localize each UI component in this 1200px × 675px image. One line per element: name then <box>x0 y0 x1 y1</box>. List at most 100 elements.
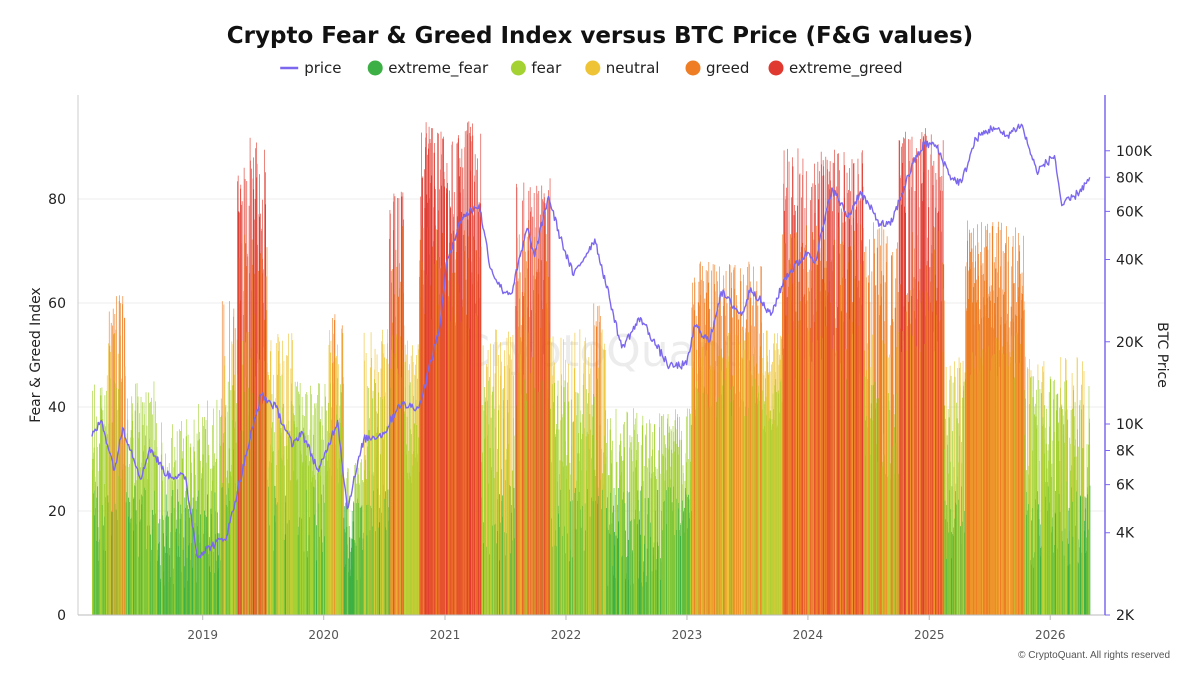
fg-bar-extreme-fear <box>683 507 685 615</box>
fg-bar-greed <box>974 283 975 615</box>
fg-bar-extreme-fear <box>628 579 629 615</box>
fg-bar-fear <box>210 468 211 615</box>
fg-bar-fear <box>102 418 103 615</box>
fg-bar-fear <box>674 420 676 615</box>
fg-bar-fear <box>101 407 102 615</box>
fg-bar-extreme-fear <box>385 527 386 615</box>
fg-bar-neutral <box>744 340 746 615</box>
fg-bar-greed <box>545 234 547 615</box>
fg-bar-fear <box>874 408 876 615</box>
fg-bar-extreme-greed <box>923 135 924 615</box>
fg-bar-extreme-fear <box>114 503 116 615</box>
fg-bar-fear <box>573 420 575 615</box>
fg-bar-fear <box>207 400 208 615</box>
fg-bar-greed <box>729 264 730 615</box>
fg-bar-extreme-greed <box>250 160 251 615</box>
fg-bar-fear <box>601 448 602 615</box>
fg-bar-neutral <box>1060 357 1062 615</box>
fg-bar-neutral <box>268 374 269 615</box>
fg-bar-neutral <box>942 351 944 615</box>
fg-bar-extreme-greed <box>453 216 454 616</box>
fg-bar-fear <box>645 434 646 615</box>
fg-bar-greed <box>534 236 535 616</box>
fg-bar-fear <box>1048 392 1050 615</box>
fg-bar-neutral <box>550 337 551 615</box>
fg-bar-greed <box>987 249 989 615</box>
fg-bar-fear <box>228 483 230 615</box>
fg-bar-fear <box>299 405 300 615</box>
fg-bar-extreme-fear <box>207 532 209 615</box>
fg-bar-extreme-greed <box>459 158 461 615</box>
fg-bar-neutral <box>1010 356 1011 615</box>
fg-bar-extreme-greed <box>839 170 840 616</box>
fg-bar-extreme-fear <box>614 531 615 615</box>
fg-bar-fear <box>772 424 774 615</box>
fg-bar-neutral <box>1065 358 1066 615</box>
fg-bar-greed <box>997 272 999 615</box>
fg-bar-extreme-fear <box>626 573 627 615</box>
fg-bar-greed <box>723 288 725 615</box>
fg-bar-greed <box>749 281 751 615</box>
fg-bar-fear <box>948 417 950 615</box>
fg-bar-fear <box>579 461 580 615</box>
fg-bar-extreme-fear <box>165 494 167 615</box>
fg-bar-greed <box>265 276 267 615</box>
fg-bar-greed <box>798 320 799 615</box>
fg-bar-greed <box>705 270 707 615</box>
fg-bar-fear <box>770 426 772 615</box>
fg-bar-fear <box>526 393 528 615</box>
fg-bar-extreme-greed <box>472 123 473 615</box>
fg-bar-fear <box>656 468 658 615</box>
fg-bar-fear <box>1066 380 1068 615</box>
fg-bar-fear <box>757 392 759 615</box>
fg-bar-extreme-greed <box>818 199 820 615</box>
fg-bar-fear <box>213 465 215 615</box>
fg-bar-fear <box>1061 404 1063 615</box>
fg-bar-extreme-fear <box>372 526 374 615</box>
fg-bar-neutral <box>767 374 769 615</box>
fg-bar-extreme-fear <box>1088 529 1089 615</box>
fg-bar-neutral <box>417 344 419 615</box>
fg-bar-extreme-greed <box>547 197 548 615</box>
fg-bar-neutral <box>275 343 277 615</box>
fg-bar-neutral <box>781 337 782 615</box>
fg-bar-greed <box>593 303 595 615</box>
fg-bar-extreme-fear <box>951 532 953 615</box>
fg-bar-fear <box>1037 380 1039 615</box>
fg-bar-greed <box>788 286 789 615</box>
fg-bar-extreme-fear <box>218 555 219 615</box>
fg-bar-extreme-fear <box>225 505 227 615</box>
fg-bar-greed <box>807 272 809 615</box>
fg-bar-fear <box>575 392 577 615</box>
fg-bar-neutral <box>508 331 509 615</box>
fg-bar-fear <box>492 391 493 615</box>
fg-bar-greed <box>987 223 988 615</box>
fg-bar-fear <box>214 453 215 615</box>
fg-bar-extreme-fear <box>146 549 147 615</box>
fg-bar-extreme-fear <box>97 486 98 615</box>
fg-bar-greed <box>443 298 444 615</box>
fg-bar-fear <box>770 418 771 615</box>
fg-bar-extreme-greed <box>470 141 472 616</box>
fg-bar-fear <box>577 393 579 615</box>
fg-bar-extreme-greed <box>464 131 466 616</box>
fg-bar-fear <box>1048 444 1050 615</box>
fg-bar-extreme-fear <box>188 517 190 615</box>
fg-bar-extreme-fear <box>688 499 690 615</box>
fg-bar-extreme-fear <box>570 549 571 615</box>
fg-bar-fear <box>323 465 325 615</box>
fg-bars <box>92 121 1091 616</box>
fg-bar-greed <box>754 326 755 615</box>
fg-bar-fear <box>288 420 290 615</box>
fg-bar-extreme-fear <box>512 540 513 615</box>
fg-bar-extreme-fear <box>313 486 314 615</box>
fg-bar-extreme-fear <box>346 526 348 615</box>
fg-bar-greed <box>1011 266 1013 615</box>
fg-bar-greed <box>968 298 969 615</box>
fg-bar-greed <box>266 310 267 615</box>
fg-bar-neutral <box>510 359 512 615</box>
fg-bar-neutral <box>959 367 961 615</box>
fg-bar-neutral <box>721 370 723 615</box>
fg-bar-extreme-greed <box>785 199 787 615</box>
fg-bar-fear <box>1039 389 1041 615</box>
